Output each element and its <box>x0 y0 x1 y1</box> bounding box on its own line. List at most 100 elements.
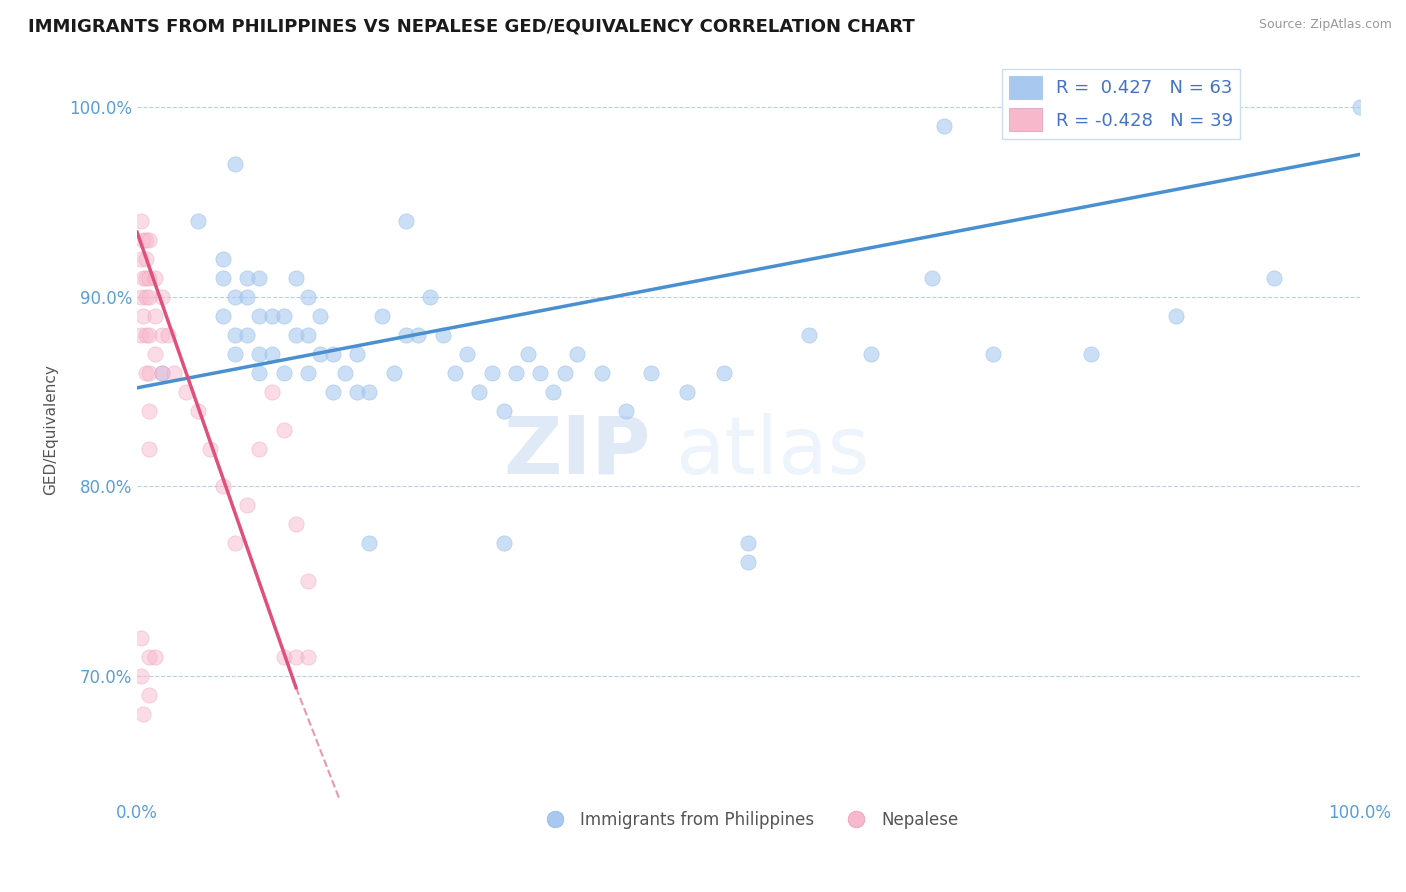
Point <box>260 309 283 323</box>
Point <box>676 384 699 399</box>
Point <box>346 346 368 360</box>
Point <box>129 669 152 683</box>
Point <box>406 327 429 342</box>
Point <box>541 384 564 399</box>
Point <box>285 270 308 285</box>
Point <box>1348 100 1371 114</box>
Point <box>224 536 246 550</box>
Point <box>297 366 319 380</box>
Point <box>273 650 295 665</box>
Point <box>224 327 246 342</box>
Point <box>273 366 295 380</box>
Point <box>565 346 588 360</box>
Point <box>138 403 160 417</box>
Point <box>138 327 160 342</box>
Point <box>309 309 332 323</box>
Point <box>260 384 283 399</box>
Point <box>309 346 332 360</box>
Point <box>285 327 308 342</box>
Point <box>174 384 197 399</box>
Point <box>247 270 270 285</box>
Point <box>138 688 160 702</box>
Point <box>444 366 467 380</box>
Point <box>395 327 418 342</box>
Point <box>297 327 319 342</box>
Point <box>359 536 381 550</box>
Point <box>236 327 259 342</box>
Point <box>370 309 392 323</box>
Text: ZIP: ZIP <box>503 413 651 491</box>
Point <box>129 214 152 228</box>
Point <box>224 157 246 171</box>
Point <box>737 555 759 569</box>
Point <box>859 346 882 360</box>
Point <box>138 270 160 285</box>
Point <box>132 309 155 323</box>
Point <box>456 346 478 360</box>
Point <box>224 346 246 360</box>
Legend: Immigrants from Philippines, Nepalese: Immigrants from Philippines, Nepalese <box>531 805 965 836</box>
Point <box>145 346 167 360</box>
Point <box>135 252 157 266</box>
Point <box>713 366 735 380</box>
Point <box>247 346 270 360</box>
Point <box>737 536 759 550</box>
Point <box>260 346 283 360</box>
Point <box>346 384 368 399</box>
Point <box>145 309 167 323</box>
Point <box>285 650 308 665</box>
Point <box>132 233 155 247</box>
Point <box>247 309 270 323</box>
Point <box>395 214 418 228</box>
Point <box>211 252 233 266</box>
Point <box>156 327 179 342</box>
Point <box>322 346 344 360</box>
Point <box>145 650 167 665</box>
Point <box>517 346 540 360</box>
Point <box>129 632 152 646</box>
Point <box>135 290 157 304</box>
Point <box>382 366 405 380</box>
Point <box>614 403 637 417</box>
Point <box>554 366 576 380</box>
Point <box>135 270 157 285</box>
Point <box>135 366 157 380</box>
Point <box>591 366 613 380</box>
Point <box>273 423 295 437</box>
Point <box>273 309 295 323</box>
Text: IMMIGRANTS FROM PHILIPPINES VS NEPALESE GED/EQUIVALENCY CORRELATION CHART: IMMIGRANTS FROM PHILIPPINES VS NEPALESE … <box>28 18 915 36</box>
Point <box>129 290 152 304</box>
Point <box>419 290 441 304</box>
Point <box>1166 309 1188 323</box>
Point <box>799 327 821 342</box>
Point <box>129 327 152 342</box>
Point <box>211 479 233 493</box>
Point <box>138 366 160 380</box>
Point <box>981 346 1004 360</box>
Point <box>1080 346 1102 360</box>
Point <box>145 270 167 285</box>
Point <box>247 366 270 380</box>
Point <box>236 270 259 285</box>
Point <box>129 252 152 266</box>
Point <box>297 650 319 665</box>
Point <box>135 327 157 342</box>
Point <box>285 517 308 532</box>
Point <box>932 119 955 133</box>
Point <box>640 366 662 380</box>
Point <box>247 442 270 456</box>
Point <box>163 366 186 380</box>
Point <box>333 366 356 380</box>
Point <box>505 366 527 380</box>
Point <box>150 290 173 304</box>
Point <box>187 214 209 228</box>
Point <box>468 384 491 399</box>
Point <box>211 270 233 285</box>
Y-axis label: GED/Equivalency: GED/Equivalency <box>44 364 58 495</box>
Point <box>236 499 259 513</box>
Point <box>150 366 173 380</box>
Point <box>492 403 515 417</box>
Point <box>138 233 160 247</box>
Point <box>187 403 209 417</box>
Point <box>138 650 160 665</box>
